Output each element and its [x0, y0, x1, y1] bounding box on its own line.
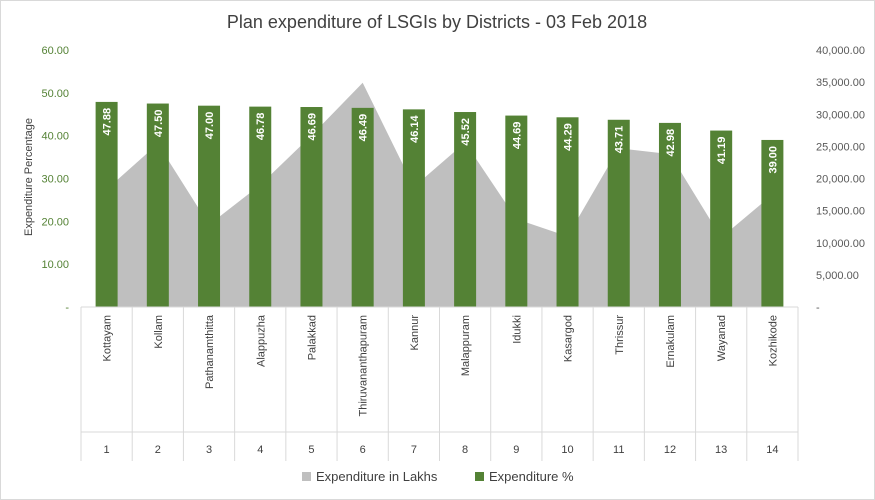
area-expenditure-lakhs	[106, 82, 773, 307]
y-left-tick-label: 20.00	[41, 216, 69, 228]
bar-data-label: 44.29	[563, 123, 575, 151]
x-index-label: 13	[715, 444, 727, 456]
bar-expenditure-percent	[761, 139, 784, 307]
x-category-label: Kottayam	[102, 315, 114, 361]
bar-data-label: 45.52	[460, 118, 472, 146]
x-category-label: Malappuram	[460, 315, 472, 376]
bar-expenditure-percent	[710, 130, 733, 307]
x-category-label: Palakkad	[306, 315, 318, 360]
y-left-tick-label: 60.00	[41, 45, 69, 57]
legend-swatch-expenditure-lakhs	[302, 472, 311, 481]
bar-data-label: 47.00	[204, 112, 216, 140]
x-index-label: 14	[766, 444, 778, 456]
x-index-label: 8	[462, 444, 468, 456]
bar-expenditure-percent	[300, 107, 323, 307]
bar-expenditure-percent	[658, 122, 681, 307]
y-right-tick-label: 25,000.00	[816, 141, 865, 153]
x-index-label: 7	[411, 444, 417, 456]
x-category-label: Kannur	[409, 315, 421, 351]
x-index-label: 2	[155, 444, 161, 456]
chart-title: Plan expenditure of LSGIs by Districts -…	[227, 12, 647, 32]
bar-expenditure-percent	[146, 103, 169, 308]
bar-data-label: 47.88	[102, 108, 114, 136]
x-category-label: Thrissur	[614, 315, 626, 355]
bar-data-label: 46.78	[255, 113, 267, 141]
bar-expenditure-percent	[454, 112, 477, 307]
x-category-label: Kollam	[153, 315, 165, 349]
y-left-tick-label: 40.00	[41, 131, 69, 143]
bar-data-label: 42.98	[665, 129, 677, 157]
bar-data-label: 44.69	[511, 122, 523, 150]
x-index-label: 11	[613, 444, 624, 456]
x-category-label: Kozhikode	[767, 315, 779, 366]
bar-expenditure-percent	[607, 119, 630, 307]
y-right-tick-label: 15,000.00	[816, 206, 865, 218]
bar-series: 47.88 47.50 47.00 46.78 46.69 46.49 46.14 45.52…	[95, 101, 784, 308]
bar-data-label: 46.14	[409, 114, 421, 142]
bar-data-label: 46.49	[358, 114, 370, 142]
x-index-label: 5	[308, 444, 314, 456]
legend-swatch-expenditure-percent	[475, 472, 484, 481]
x-index-label: 1	[104, 444, 110, 456]
y-left-tick-label: 50.00	[41, 88, 69, 100]
bar-data-label: 46.69	[306, 113, 318, 141]
y-right-tick-label: 10,000.00	[816, 238, 865, 250]
legend-label-expenditure-lakhs: Expenditure in Lakhs	[316, 469, 438, 484]
x-category-label: Pathanamthitta	[204, 314, 216, 389]
bar-data-label: 41.19	[716, 137, 728, 165]
area-series	[106, 82, 773, 307]
bar-expenditure-percent	[249, 106, 272, 307]
x-category-label: Wayanad	[716, 315, 728, 361]
y-axis-label: Expenditure Percentage	[23, 118, 35, 236]
x-category-label: Kasargod	[563, 315, 575, 362]
x-index-label: 9	[513, 444, 519, 456]
bar-expenditure-percent	[505, 115, 528, 307]
bar-expenditure-percent	[95, 101, 118, 307]
y-right-tick-label: -	[816, 302, 820, 314]
bar-data-label: 43.71	[614, 126, 626, 154]
x-index-label: 3	[206, 444, 212, 456]
x-index-label: 12	[664, 444, 676, 456]
bar-expenditure-percent	[402, 109, 425, 307]
legend-label-expenditure-percent: Expenditure %	[489, 469, 574, 484]
legend: Expenditure in Lakhs Expenditure %	[302, 469, 574, 484]
bar-expenditure-percent	[351, 107, 374, 308]
y-right-tick-label: 5,000.00	[816, 270, 859, 282]
y-right-tick-label: 35,000.00	[816, 77, 865, 89]
y-left-tick-label: 30.00	[41, 174, 69, 186]
y-left-tick-label: 10.00	[41, 259, 69, 271]
y-left-tick-label: -	[65, 302, 69, 314]
x-category-label: Thiruvananthapuram	[358, 315, 370, 417]
bar-data-label: 39.00	[767, 146, 779, 174]
y-right-tick-label: 20,000.00	[816, 174, 865, 186]
x-category-label: Ernakulam	[665, 315, 677, 368]
x-index-label: 6	[360, 444, 366, 456]
bar-expenditure-percent	[198, 105, 221, 307]
x-category-label: Idukki	[511, 315, 523, 344]
bar-data-label: 47.50	[153, 110, 165, 138]
y-right-tick-label: 40,000.00	[816, 45, 865, 57]
axes: - 10.00 20.00 30.00 40.00 50.00 60.00 - 5,000.00…	[41, 45, 865, 461]
x-index-label: 10	[561, 444, 573, 456]
x-index-label: 4	[257, 444, 263, 456]
y-right-tick-label: 30,000.00	[816, 109, 865, 121]
bar-expenditure-percent	[556, 117, 579, 307]
x-category-label: Alappuzha	[255, 314, 267, 367]
